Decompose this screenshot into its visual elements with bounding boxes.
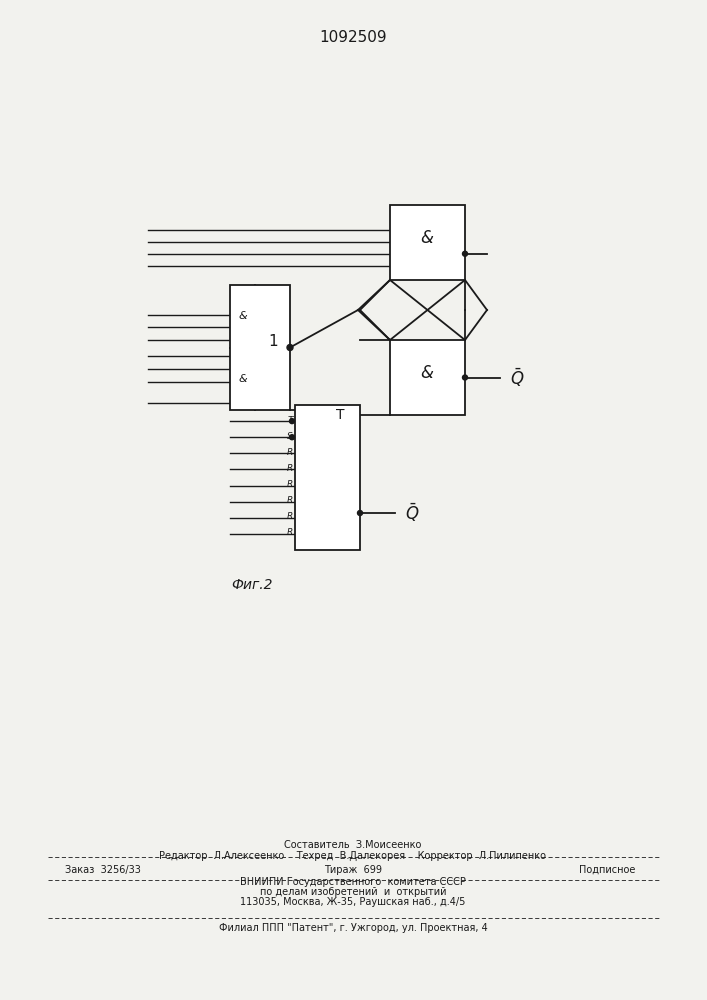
Text: &: & (421, 229, 433, 247)
Text: 1092509: 1092509 (319, 29, 387, 44)
Text: Тираж  699: Тираж 699 (324, 865, 382, 875)
Text: R: R (287, 480, 293, 489)
Bar (390, 205, 465, 280)
Bar (295, 405, 360, 550)
Text: Редактор  Л.Алексеенко    Техред  В.Далекорея    Корректор  Л.Пилипенко: Редактор Л.Алексеенко Техред В.Далекорея… (160, 851, 547, 861)
Text: Заказ  3256/33: Заказ 3256/33 (65, 865, 141, 875)
Circle shape (358, 510, 363, 516)
Circle shape (462, 375, 467, 380)
Bar (230, 285, 290, 410)
Text: Филиал ППП "Патент", г. Ужгород, ул. Проектная, 4: Филиал ППП "Патент", г. Ужгород, ул. Про… (218, 923, 487, 933)
Text: 113035, Москва, Ж-35, Раушская наб., д.4/5: 113035, Москва, Ж-35, Раушская наб., д.4… (240, 897, 466, 907)
Text: по делам изобретений  и  открытий: по делам изобретений и открытий (259, 887, 446, 897)
Text: R: R (287, 528, 293, 537)
Text: $\bar{Q}$: $\bar{Q}$ (405, 502, 419, 524)
Text: $\bar{Q}$: $\bar{Q}$ (510, 366, 525, 389)
Bar (390, 340, 465, 415)
Text: R: R (287, 496, 293, 505)
Circle shape (289, 419, 295, 424)
Text: R: R (287, 464, 293, 473)
Circle shape (462, 251, 467, 256)
Text: &: & (238, 311, 247, 321)
Text: T: T (288, 416, 293, 425)
Circle shape (287, 344, 293, 351)
Circle shape (289, 435, 295, 440)
Text: Фиг.2: Фиг.2 (231, 578, 273, 592)
Text: ВНИИПИ Государственного  комитета СССР: ВНИИПИ Государственного комитета СССР (240, 877, 466, 887)
Text: Подписное: Подписное (578, 865, 635, 875)
Text: 1: 1 (269, 334, 278, 349)
Text: Составитель  З.Моисеенко: Составитель З.Моисеенко (284, 840, 421, 850)
Text: R: R (287, 448, 293, 457)
Text: R: R (287, 512, 293, 521)
Text: T: T (337, 408, 345, 422)
Text: &: & (421, 364, 433, 382)
Text: &: & (238, 374, 247, 384)
Text: S: S (287, 432, 293, 441)
